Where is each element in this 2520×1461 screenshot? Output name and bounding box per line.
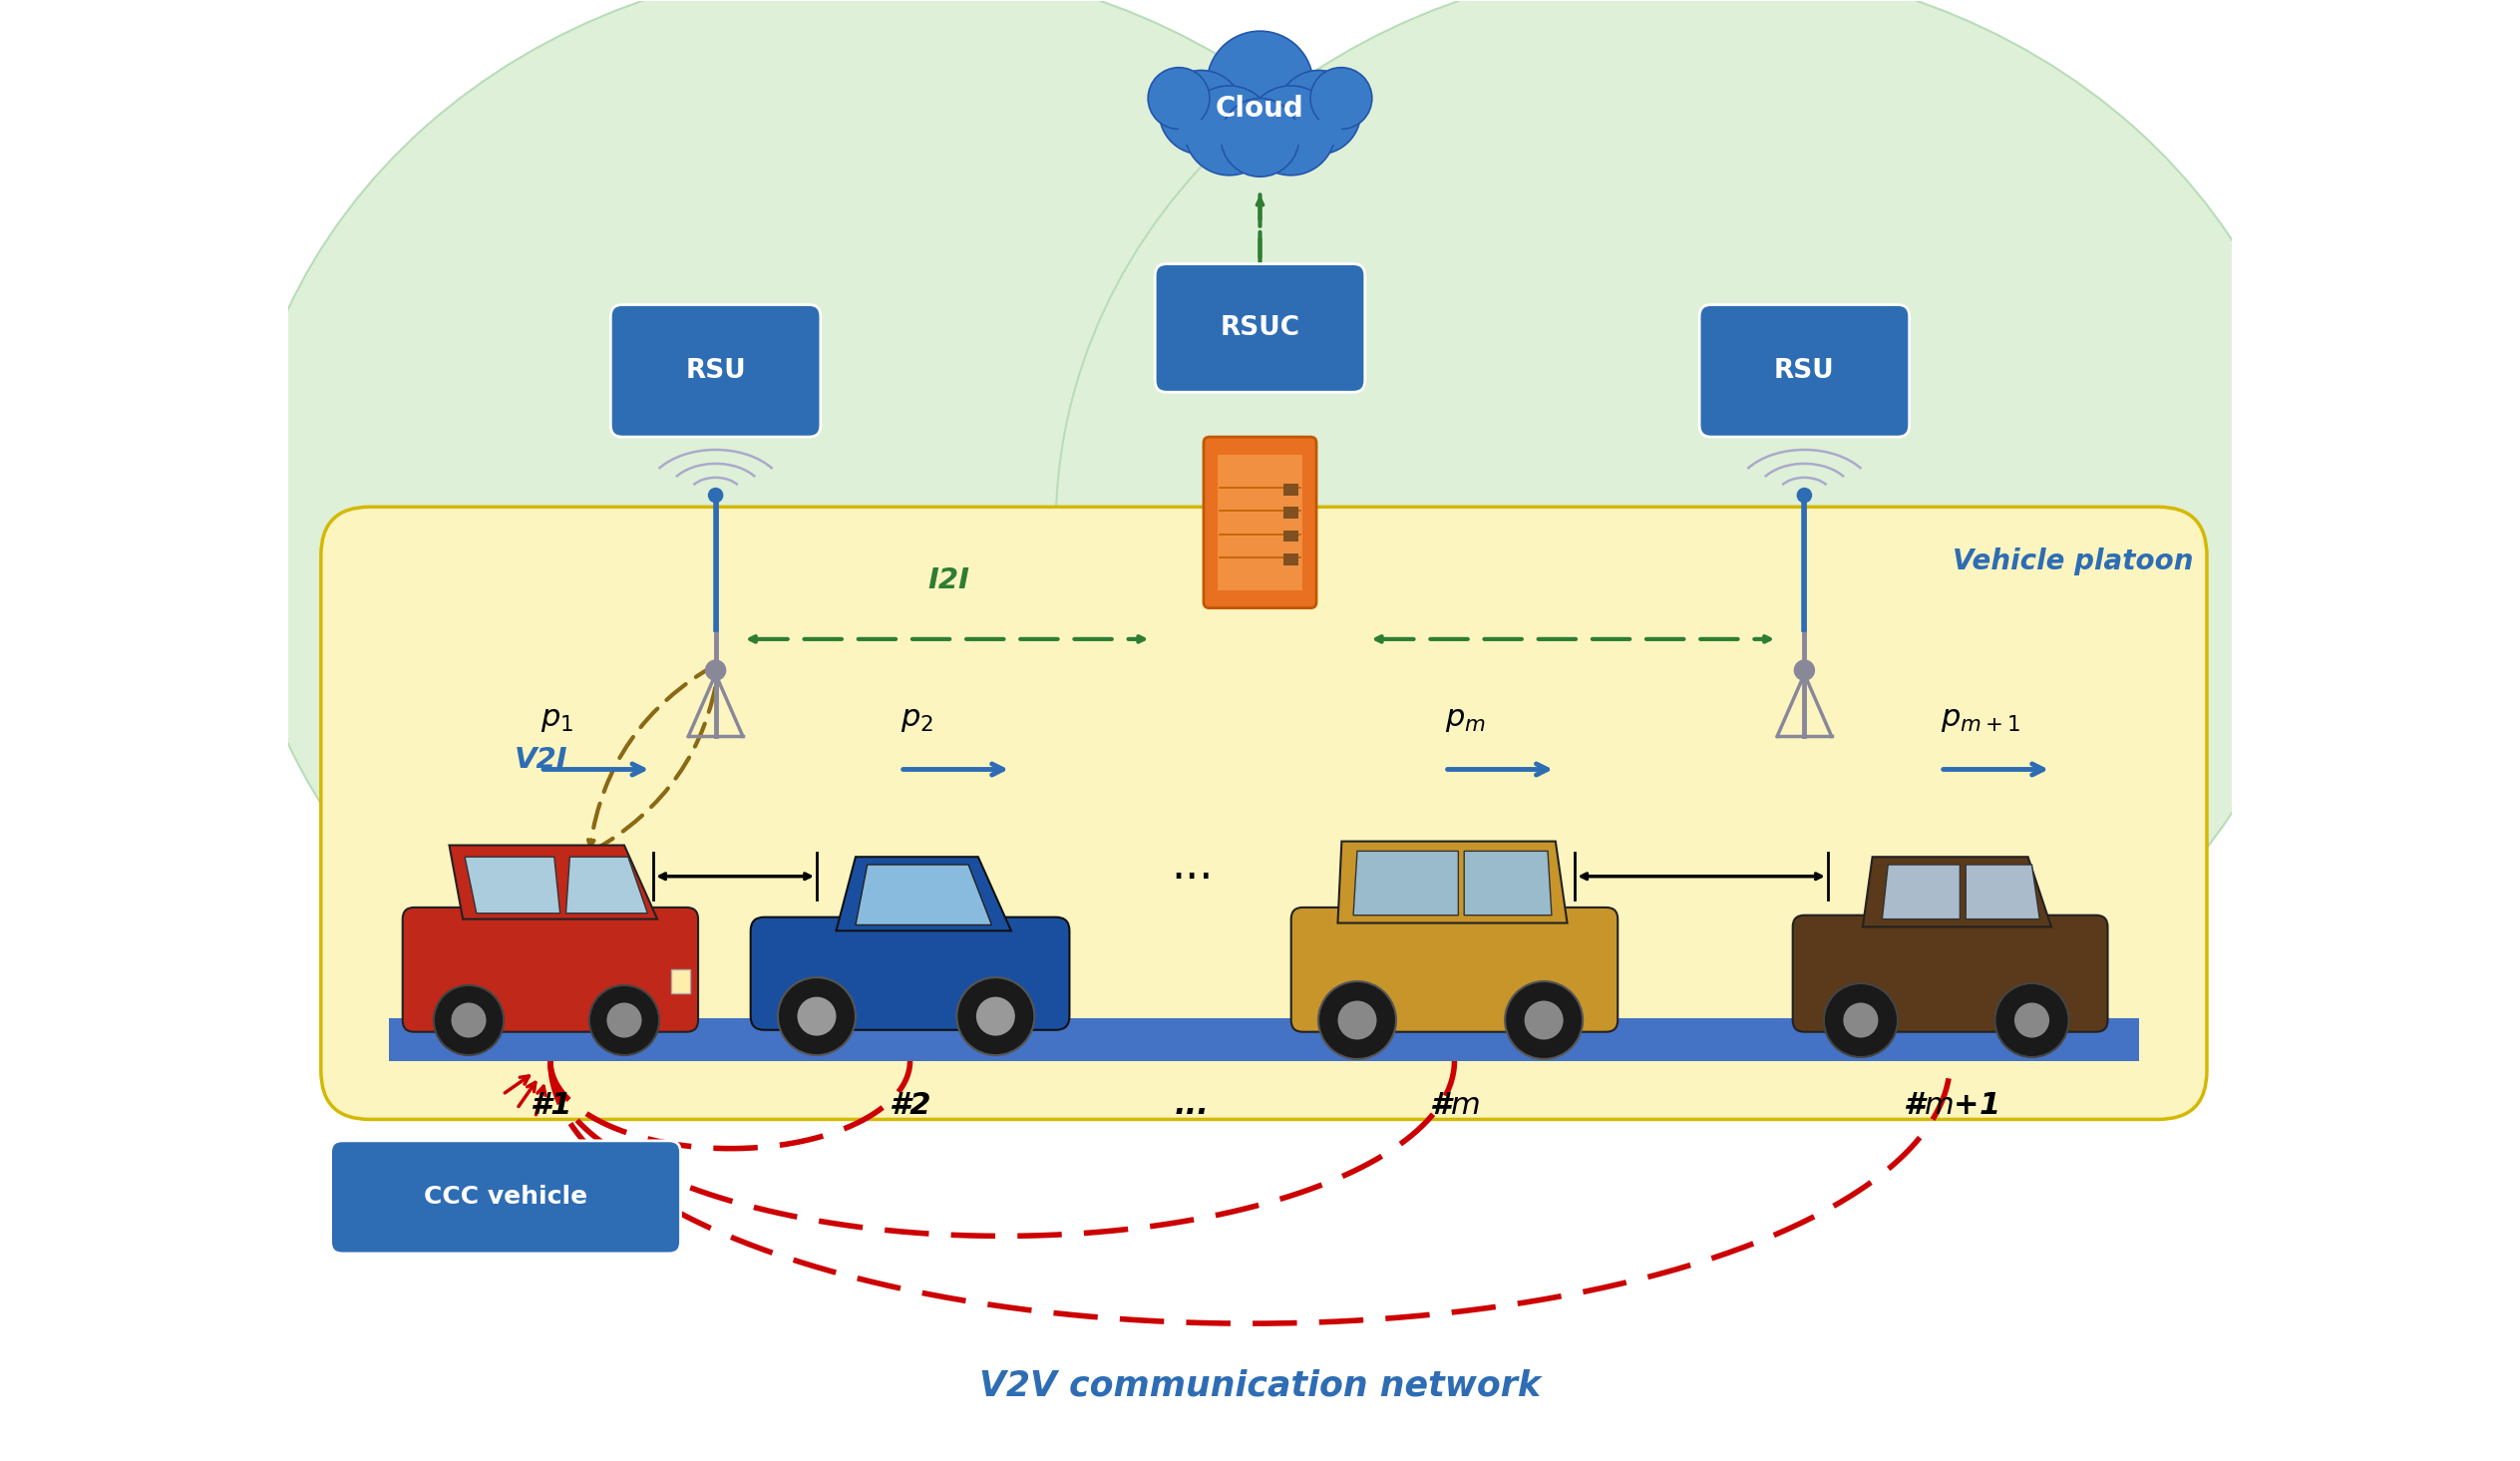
FancyBboxPatch shape <box>320 507 2208 1119</box>
FancyBboxPatch shape <box>1290 907 1618 1031</box>
Circle shape <box>1794 659 1814 681</box>
Polygon shape <box>857 865 993 925</box>
Circle shape <box>706 659 726 681</box>
Bar <box>1283 507 1298 519</box>
Circle shape <box>1184 86 1275 175</box>
Circle shape <box>1245 86 1336 175</box>
Circle shape <box>590 985 660 1055</box>
Circle shape <box>607 1002 643 1037</box>
Circle shape <box>1278 70 1361 155</box>
Polygon shape <box>1862 858 2051 926</box>
Text: V2V communication network: V2V communication network <box>980 1369 1540 1403</box>
Polygon shape <box>449 846 658 919</box>
Text: Cloud: Cloud <box>1215 95 1305 123</box>
Text: RSUC: RSUC <box>1220 316 1300 340</box>
Text: $p_1$: $p_1$ <box>542 706 575 735</box>
Bar <box>1283 554 1298 565</box>
Polygon shape <box>1464 852 1552 915</box>
Circle shape <box>1207 31 1313 137</box>
Circle shape <box>451 1002 486 1037</box>
Circle shape <box>2013 1002 2049 1037</box>
Bar <box>670 970 690 993</box>
Bar <box>1179 120 1341 145</box>
Text: ...: ... <box>1174 1091 1210 1121</box>
Polygon shape <box>464 858 559 913</box>
FancyBboxPatch shape <box>1154 264 1366 392</box>
Text: #$m$: #$m$ <box>1429 1091 1479 1121</box>
Circle shape <box>1842 1002 1877 1037</box>
Polygon shape <box>1882 865 1961 919</box>
Text: V2I: V2I <box>514 745 567 774</box>
Text: I2I: I2I <box>927 567 970 595</box>
Circle shape <box>1310 67 1371 129</box>
FancyBboxPatch shape <box>1698 305 1910 437</box>
Text: #$m$+1: #$m$+1 <box>1903 1091 1998 1121</box>
Polygon shape <box>1353 852 1459 915</box>
Circle shape <box>1220 98 1300 177</box>
Polygon shape <box>1966 865 2039 919</box>
Bar <box>1283 530 1298 542</box>
FancyBboxPatch shape <box>403 907 698 1031</box>
Circle shape <box>958 977 1036 1055</box>
Circle shape <box>1504 982 1583 1059</box>
FancyBboxPatch shape <box>1205 437 1315 608</box>
Text: $p_m$: $p_m$ <box>1444 706 1484 735</box>
Circle shape <box>708 488 723 503</box>
Polygon shape <box>837 858 1011 931</box>
Circle shape <box>779 977 857 1055</box>
FancyBboxPatch shape <box>1217 454 1303 590</box>
Circle shape <box>433 985 504 1055</box>
Bar <box>388 1018 2139 1061</box>
FancyBboxPatch shape <box>610 305 822 437</box>
Circle shape <box>1159 70 1242 155</box>
Circle shape <box>1149 67 1210 129</box>
Text: RSU: RSU <box>685 358 746 384</box>
Circle shape <box>796 996 837 1036</box>
Polygon shape <box>1338 842 1567 923</box>
Circle shape <box>1996 983 2069 1058</box>
Circle shape <box>1318 982 1396 1059</box>
Circle shape <box>1824 983 1898 1058</box>
Circle shape <box>1797 488 1812 503</box>
Text: #2: #2 <box>890 1091 932 1121</box>
Text: Vehicle platoon: Vehicle platoon <box>1953 548 2192 576</box>
Polygon shape <box>567 858 648 913</box>
Text: RSU: RSU <box>1774 358 1835 384</box>
Circle shape <box>1525 1001 1562 1040</box>
Text: CCC vehicle: CCC vehicle <box>423 1185 587 1210</box>
Text: ...: ... <box>1172 844 1212 888</box>
Text: #1: #1 <box>529 1091 572 1121</box>
FancyBboxPatch shape <box>751 918 1068 1030</box>
Text: $p_{m+1}$: $p_{m+1}$ <box>1940 706 2021 735</box>
FancyBboxPatch shape <box>1792 915 2107 1031</box>
Circle shape <box>1338 1001 1376 1040</box>
Bar <box>1283 484 1298 495</box>
Circle shape <box>975 996 1016 1036</box>
Bar <box>388 1018 2139 1061</box>
Ellipse shape <box>1056 0 2318 1090</box>
FancyBboxPatch shape <box>330 1141 680 1254</box>
Text: $p_2$: $p_2$ <box>900 706 932 735</box>
Ellipse shape <box>239 0 1502 1090</box>
